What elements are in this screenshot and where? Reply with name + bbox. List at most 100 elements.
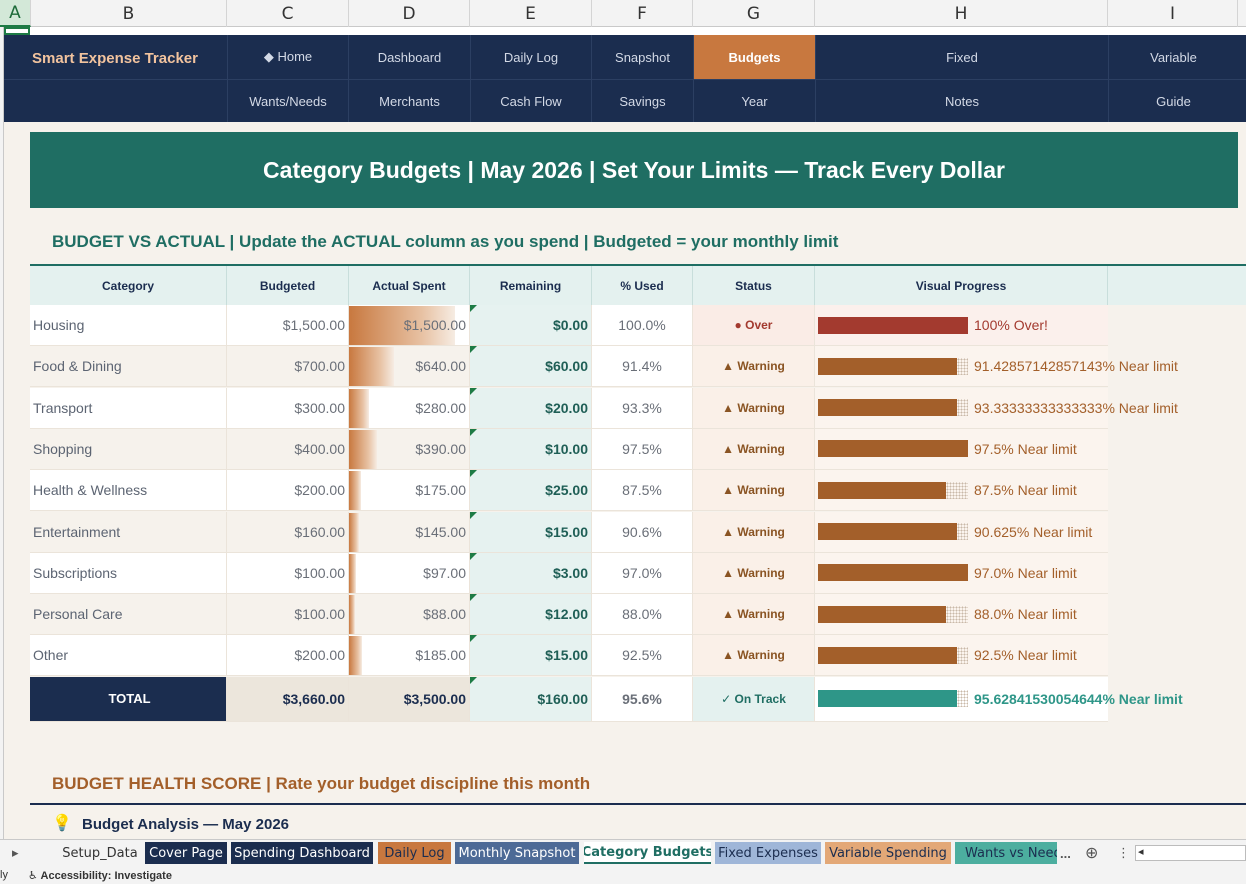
- nav-savings[interactable]: Savings: [591, 80, 693, 122]
- actual-cell[interactable]: $3,500.00: [349, 676, 470, 722]
- column-header-c[interactable]: C: [227, 0, 349, 27]
- tab-monthly-snapshot[interactable]: Monthly Snapshot: [455, 842, 579, 864]
- budgeted-cell[interactable]: $700.00: [227, 346, 349, 388]
- pct-cell[interactable]: 90.6%: [592, 511, 693, 553]
- status-badge[interactable]: ● Over: [693, 305, 815, 346]
- column-header-h[interactable]: H: [815, 0, 1108, 27]
- column-header-i[interactable]: I: [1108, 0, 1238, 27]
- status-badge[interactable]: ▲ Warning: [693, 470, 815, 512]
- column-header-d[interactable]: D: [349, 0, 470, 27]
- pct-cell[interactable]: 97.0%: [592, 552, 693, 594]
- pct-cell[interactable]: 97.5%: [592, 428, 693, 470]
- progress-cell[interactable]: 90.625% Near limit: [815, 511, 1108, 553]
- pct-cell[interactable]: 91.4%: [592, 346, 693, 388]
- remaining-cell[interactable]: $20.00: [470, 387, 592, 429]
- budgeted-cell[interactable]: $300.00: [227, 387, 349, 429]
- pct-cell[interactable]: 92.5%: [592, 635, 693, 677]
- budgeted-cell[interactable]: $200.00: [227, 470, 349, 512]
- tab-daily-log[interactable]: Daily Log: [378, 842, 451, 864]
- scroll-left-icon[interactable]: ◂: [1138, 846, 1144, 858]
- pct-cell[interactable]: 100.0%: [592, 305, 693, 346]
- status-badge[interactable]: ▲ Warning: [693, 594, 815, 636]
- progress-cell[interactable]: 92.5% Near limit: [815, 635, 1108, 677]
- actual-cell[interactable]: $1,500.00: [349, 305, 470, 346]
- tab-category-budgets[interactable]: Category Budgets: [584, 842, 711, 864]
- budgeted-cell[interactable]: $400.00: [227, 428, 349, 470]
- remaining-cell[interactable]: $15.00: [470, 511, 592, 553]
- budgeted-cell[interactable]: $160.00: [227, 511, 349, 553]
- remaining-cell[interactable]: $15.00: [470, 635, 592, 677]
- status-badge[interactable]: ▲ Warning: [693, 428, 815, 470]
- budgeted-cell[interactable]: $1,500.00: [227, 305, 349, 346]
- progress-cell[interactable]: 97.0% Near limit: [815, 552, 1108, 594]
- actual-cell[interactable]: $145.00: [349, 511, 470, 553]
- actual-cell[interactable]: $640.00: [349, 346, 470, 388]
- budgeted-cell[interactable]: $100.00: [227, 552, 349, 594]
- progress-cell[interactable]: 100% Over!: [815, 305, 1108, 346]
- status-badge[interactable]: ✓ On Track: [693, 676, 815, 722]
- nav-variable[interactable]: Variable: [1108, 35, 1238, 79]
- nav-guide[interactable]: Guide: [1108, 80, 1238, 122]
- category-cell[interactable]: Housing: [30, 305, 227, 346]
- horizontal-scrollbar[interactable]: ◂: [1135, 845, 1246, 861]
- progress-cell[interactable]: 95.62841530054644% Near limit: [815, 676, 1183, 722]
- column-header-g[interactable]: G: [693, 0, 815, 27]
- category-cell[interactable]: Health & Wellness: [30, 470, 227, 512]
- pct-cell[interactable]: 88.0%: [592, 594, 693, 636]
- category-cell[interactable]: Transport: [30, 387, 227, 429]
- progress-cell[interactable]: 97.5% Near limit: [815, 428, 1108, 470]
- nav-dashboard[interactable]: Dashboard: [348, 35, 470, 79]
- pct-cell[interactable]: 95.6%: [592, 676, 693, 722]
- progress-cell[interactable]: 93.33333333333333% Near limit: [815, 387, 1178, 429]
- nav-fixed[interactable]: Fixed: [815, 35, 1108, 79]
- remaining-cell[interactable]: $10.00: [470, 428, 592, 470]
- category-cell[interactable]: Subscriptions: [30, 552, 227, 594]
- column-header-f[interactable]: F: [592, 0, 693, 27]
- remaining-cell[interactable]: $160.00: [470, 676, 592, 722]
- actual-cell[interactable]: $185.00: [349, 635, 470, 677]
- tab-fixed-expenses[interactable]: Fixed Expenses: [715, 842, 821, 864]
- selected-cell-a1[interactable]: [4, 27, 30, 35]
- worksheet[interactable]: Smart Expense Tracker ◆ Home Dashboard D…: [4, 35, 1246, 839]
- progress-cell[interactable]: 88.0% Near limit: [815, 594, 1108, 636]
- tab-cover-page[interactable]: Cover Page: [145, 842, 227, 864]
- remaining-cell[interactable]: $25.00: [470, 470, 592, 512]
- tab-setup-data[interactable]: Setup_Data: [62, 845, 138, 861]
- tab-spending-dashboard[interactable]: Spending Dashboard: [231, 842, 373, 864]
- category-cell[interactable]: Shopping: [30, 428, 227, 470]
- actual-cell[interactable]: $97.00: [349, 552, 470, 594]
- remaining-cell[interactable]: $60.00: [470, 346, 592, 388]
- remaining-cell[interactable]: $0.00: [470, 305, 592, 346]
- budgeted-cell[interactable]: $100.00: [227, 594, 349, 636]
- actual-cell[interactable]: $88.00: [349, 594, 470, 636]
- column-header-a[interactable]: A: [0, 0, 31, 27]
- accessibility-status[interactable]: ♿︎ Accessibility: Investigate: [28, 869, 172, 882]
- nav-cash-flow[interactable]: Cash Flow: [470, 80, 591, 122]
- budgeted-cell[interactable]: $200.00: [227, 635, 349, 677]
- tab-splitter-icon[interactable]: ⋮: [1117, 845, 1130, 860]
- category-cell[interactable]: Food & Dining: [30, 346, 227, 388]
- status-badge[interactable]: ▲ Warning: [693, 346, 815, 388]
- column-header-b[interactable]: B: [31, 0, 227, 27]
- column-header-e[interactable]: E: [470, 0, 592, 27]
- nav-notes[interactable]: Notes: [815, 80, 1108, 122]
- category-cell[interactable]: TOTAL: [30, 676, 227, 722]
- nav-budgets[interactable]: Budgets: [693, 35, 815, 79]
- remaining-cell[interactable]: $3.00: [470, 552, 592, 594]
- progress-cell[interactable]: 87.5% Near limit: [815, 470, 1108, 512]
- status-badge[interactable]: ▲ Warning: [693, 387, 815, 429]
- nav-snapshot[interactable]: Snapshot: [591, 35, 693, 79]
- remaining-cell[interactable]: $12.00: [470, 594, 592, 636]
- nav-wants-needs[interactable]: Wants/Needs: [227, 80, 348, 122]
- pct-cell[interactable]: 93.3%: [592, 387, 693, 429]
- category-cell[interactable]: Entertainment: [30, 511, 227, 553]
- nav-home[interactable]: ◆ Home: [227, 35, 348, 79]
- tab-wants-vs-needs[interactable]: Wants vs Needs: [955, 842, 1057, 864]
- category-cell[interactable]: Personal Care: [30, 594, 227, 636]
- budgeted-cell[interactable]: $3,660.00: [227, 676, 349, 722]
- actual-cell[interactable]: $280.00: [349, 387, 470, 429]
- nav-daily-log[interactable]: Daily Log: [470, 35, 591, 79]
- status-badge[interactable]: ▲ Warning: [693, 552, 815, 594]
- nav-year[interactable]: Year: [693, 80, 815, 122]
- category-cell[interactable]: Other: [30, 635, 227, 677]
